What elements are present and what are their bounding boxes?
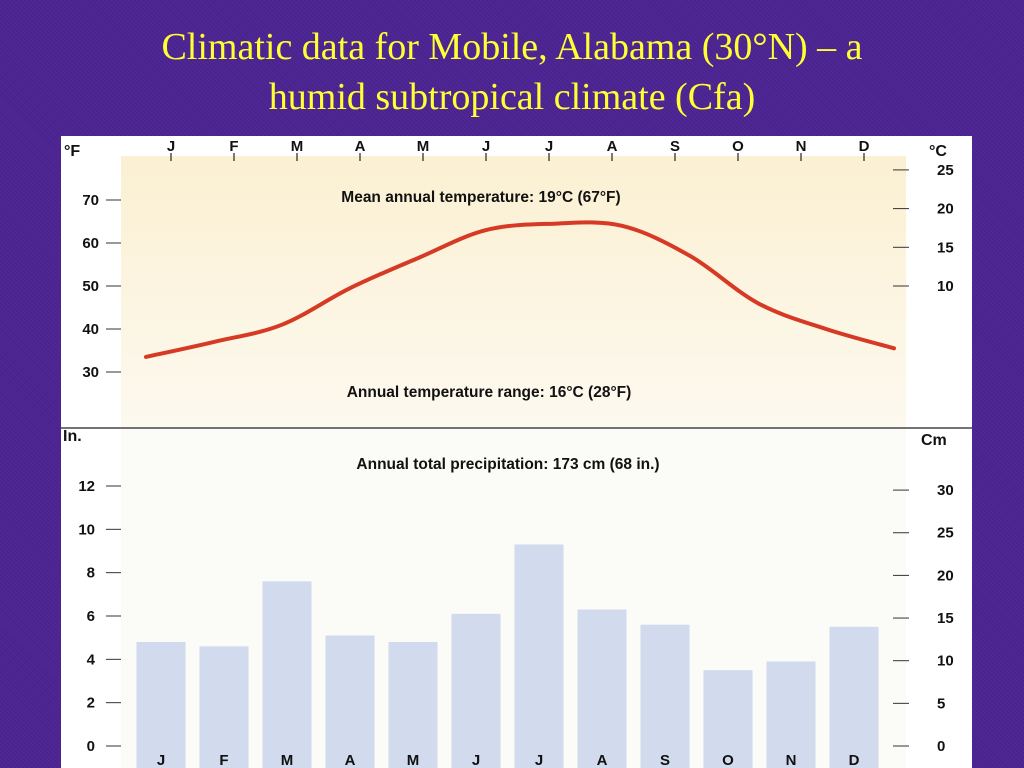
tick-label-in-6: 6: [87, 608, 95, 625]
tick-label-c-30: 30: [937, 136, 954, 140]
tick-label-cm-30: 30: [937, 482, 954, 499]
temperature-line: [144, 220, 896, 359]
precipitation-bar-7: [514, 544, 564, 768]
tick-label-cm-5: 5: [937, 695, 945, 712]
climograph-panel: °F °C In. Cm Mean annual temperature: 19…: [61, 136, 972, 768]
tick-label-c-15: 15: [937, 239, 954, 256]
tick-label-f-70: 70: [82, 192, 99, 209]
tick-label-in-12: 12: [78, 478, 95, 495]
month-label-bottom-12: D: [849, 752, 860, 768]
tick-label-in-2: 2: [87, 695, 95, 712]
precipitation-bar-5: [388, 641, 438, 768]
tick-label-in-0: 0: [87, 738, 95, 755]
precipitation-unit-left: In.: [63, 428, 82, 445]
climograph-chart: °F °C In. Cm Mean annual temperature: 19…: [61, 136, 972, 768]
month-label-bottom-1: J: [157, 752, 165, 768]
temperature-panel-background: [121, 156, 906, 428]
tick-label-in-4: 4: [87, 651, 96, 668]
month-label-top-8: A: [607, 138, 618, 155]
precipitation-bar-8: [577, 609, 627, 768]
month-label-top-3: M: [291, 138, 304, 155]
month-label-top-12: D: [859, 138, 870, 155]
month-label-bottom-11: N: [786, 752, 797, 768]
temperature-axis-ticks: 3040506070101520253035: [82, 136, 953, 381]
precipitation-unit-right: Cm: [921, 432, 947, 449]
precipitation-bar-4: [325, 635, 375, 768]
tick-label-in-10: 10: [78, 521, 95, 538]
month-label-bottom-10: O: [722, 752, 734, 768]
month-label-top-2: F: [229, 138, 238, 155]
month-label-bottom-8: A: [597, 752, 608, 768]
tick-label-cm-0: 0: [937, 738, 945, 755]
tick-label-cm-10: 10: [937, 653, 954, 670]
precipitation-bar-9: [640, 624, 690, 768]
month-label-bottom-9: S: [660, 752, 670, 768]
month-label-top-6: J: [482, 138, 490, 155]
precipitation-bar-10: [703, 670, 753, 768]
month-label-bottom-6: J: [472, 752, 480, 768]
precipitation-bars: [136, 544, 879, 768]
tick-label-cm-15: 15: [937, 610, 954, 627]
month-label-top-7: J: [545, 138, 553, 155]
slide-title-line-2: humid subtropical climate (Cfa): [268, 76, 756, 118]
slide-title-line-1: Climatic data for Mobile, Alabama (30°N)…: [161, 26, 863, 68]
precipitation-bar-6: [451, 613, 501, 768]
precipitation-bar-11: [766, 661, 816, 768]
month-label-top-10: O: [732, 138, 744, 155]
month-label-top-11: N: [796, 138, 807, 155]
month-label-bottom-7: J: [535, 752, 543, 768]
month-label-bottom-4: A: [345, 752, 356, 768]
month-label-top-1: J: [167, 138, 175, 155]
month-label-bottom-3: M: [281, 752, 294, 768]
annual-precipitation-label: Annual total precipitation: 173 cm (68 i…: [356, 456, 659, 473]
tick-label-cm-25: 25: [937, 525, 954, 542]
temperature-range-label: Annual temperature range: 16°C (28°F): [347, 384, 632, 401]
slide-title: Climatic data for Mobile, Alabama (30°N)…: [0, 22, 1024, 122]
tick-label-f-50: 50: [82, 278, 99, 295]
temperature-unit-left: °F: [64, 143, 80, 160]
month-label-top-9: S: [670, 138, 680, 155]
tick-label-cm-20: 20: [937, 567, 954, 584]
month-label-top-4: A: [355, 138, 366, 155]
precipitation-axis-ticks: 0 2 4 6 8 10 12 0 5 10 15 20 25 30: [78, 478, 953, 755]
month-label-bottom-2: F: [219, 752, 228, 768]
month-label-top-5: M: [417, 138, 430, 155]
temperature-unit-right: °C: [929, 143, 947, 160]
tick-label-c-20: 20: [937, 201, 954, 218]
tick-label-in-8: 8: [87, 565, 95, 582]
tick-label-f-60: 60: [82, 235, 99, 252]
precipitation-bar-2: [199, 646, 249, 768]
precipitation-bar-12: [829, 626, 879, 768]
tick-label-c-10: 10: [937, 278, 954, 295]
tick-label-f-40: 40: [82, 321, 99, 338]
mean-temperature-label: Mean annual temperature: 19°C (67°F): [341, 189, 620, 206]
tick-label-f-30: 30: [82, 364, 99, 381]
precipitation-bar-1: [136, 641, 186, 768]
month-label-bottom-5: M: [407, 752, 420, 768]
precipitation-bar-3: [262, 581, 312, 768]
tick-label-c-25: 25: [937, 162, 954, 179]
